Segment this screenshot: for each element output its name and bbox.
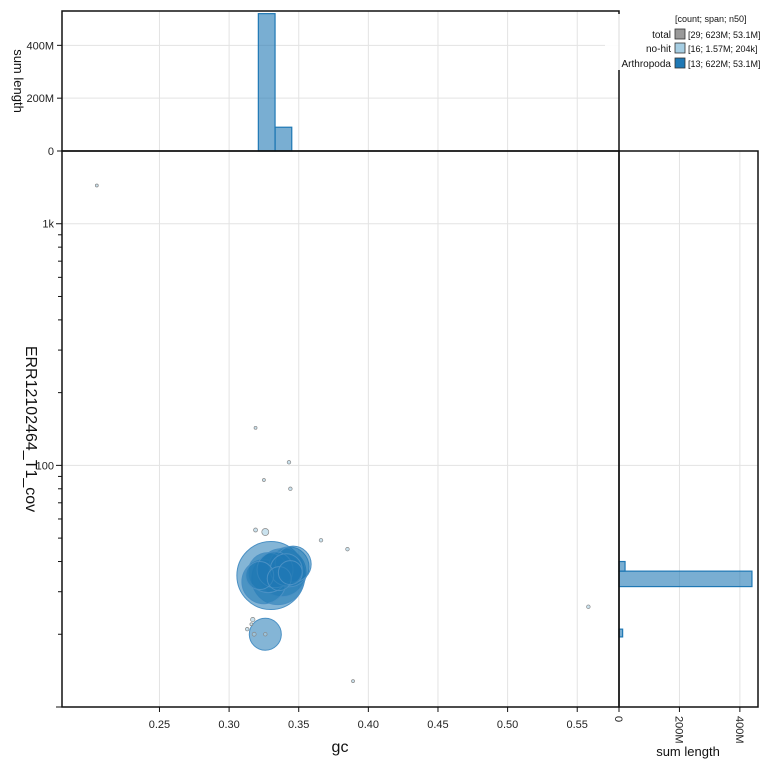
legend-swatch bbox=[674, 42, 686, 54]
point-no-hit bbox=[262, 478, 266, 482]
point-arthropoda bbox=[277, 560, 303, 586]
x-tick-label: 0.40 bbox=[358, 719, 379, 731]
right-panel-grid bbox=[618, 151, 758, 707]
y-axis-ticks: 1k 100 bbox=[36, 150, 62, 708]
right-hist-ticks: 0 200M 400M bbox=[612, 707, 745, 744]
right-hist-axis-title: sum length bbox=[656, 744, 720, 759]
top-hist-axis-title: sum length bbox=[11, 49, 26, 113]
point-no-hit bbox=[261, 528, 270, 536]
legend-label: Arthropoda bbox=[622, 59, 672, 70]
point-no-hit bbox=[351, 679, 355, 683]
top-panel-frame bbox=[61, 10, 620, 152]
point-no-hit bbox=[253, 527, 258, 533]
point-no-hit bbox=[345, 547, 350, 552]
point-no-hit bbox=[251, 631, 257, 637]
point-no-hit bbox=[94, 183, 99, 188]
point-no-hit bbox=[250, 617, 256, 623]
x-tick-label: 0.55 bbox=[567, 719, 588, 731]
right-hist-tick-label: 0 bbox=[612, 716, 624, 722]
legend-stats: [29; 623M; 53.1M] bbox=[688, 30, 761, 40]
right-hist-bar bbox=[618, 560, 626, 572]
scatter-points bbox=[94, 183, 591, 683]
legend-stats: [13; 622M; 53.1M] bbox=[688, 59, 761, 69]
x-tick-label: 0.50 bbox=[497, 719, 518, 731]
top-histogram bbox=[257, 13, 293, 152]
right-histogram bbox=[618, 560, 753, 638]
x-axis-title: gc bbox=[332, 739, 349, 756]
legend-stats: [16; 1.57M; 204k] bbox=[688, 44, 758, 54]
legend: [count; span; n50] total [29; 623M; 53.1… bbox=[605, 14, 765, 70]
main-panel-grid bbox=[62, 151, 619, 707]
y-tick-label: 100 bbox=[36, 460, 54, 472]
x-tick-label: 0.25 bbox=[149, 719, 170, 731]
x-axis-ticks: 0.25 0.30 0.35 0.40 0.45 0.50 0.55 bbox=[149, 707, 588, 731]
legend-swatch bbox=[674, 28, 686, 40]
legend-header: [count; span; n50] bbox=[675, 14, 747, 24]
top-hist-bar bbox=[257, 13, 276, 152]
right-hist-bar bbox=[618, 570, 753, 588]
point-no-hit bbox=[245, 626, 250, 632]
y-tick-label: 1k bbox=[42, 219, 54, 231]
right-hist-tick-label: 400M bbox=[733, 716, 745, 744]
top-hist-tick-label: 200M bbox=[26, 93, 54, 105]
point-no-hit bbox=[288, 486, 293, 491]
top-hist-tick-label: 400M bbox=[26, 40, 54, 52]
legend-entry-no-hit: no-hit [16; 1.57M; 204k] bbox=[646, 42, 758, 55]
legend-label: no-hit bbox=[646, 44, 671, 55]
y-axis-title: ERR12102464_T1_cov bbox=[22, 346, 39, 512]
top-hist-bar bbox=[274, 126, 293, 152]
point-no-hit bbox=[263, 632, 268, 637]
x-tick-label: 0.30 bbox=[218, 719, 239, 731]
top-hist-tick-label: 0 bbox=[48, 146, 54, 158]
legend-entry-arthropoda: Arthropoda [13; 622M; 53.1M] bbox=[622, 57, 761, 70]
point-no-hit bbox=[253, 425, 258, 430]
point-no-hit bbox=[318, 538, 324, 543]
top-panel-grid bbox=[62, 11, 619, 152]
x-tick-label: 0.45 bbox=[427, 719, 448, 731]
main-panel-frame bbox=[61, 150, 620, 708]
right-panel-frame bbox=[618, 150, 759, 708]
point-no-hit bbox=[586, 604, 591, 609]
right-hist-tick-label: 200M bbox=[672, 716, 684, 744]
legend-entry-total: total [29; 623M; 53.1M] bbox=[652, 28, 761, 41]
legend-swatch bbox=[674, 57, 686, 69]
point-no-hit bbox=[249, 622, 254, 627]
x-tick-label: 0.35 bbox=[288, 719, 309, 731]
point-no-hit bbox=[286, 460, 292, 465]
top-hist-ticks: 0 200M 400M bbox=[26, 40, 62, 158]
legend-label: total bbox=[652, 30, 671, 41]
